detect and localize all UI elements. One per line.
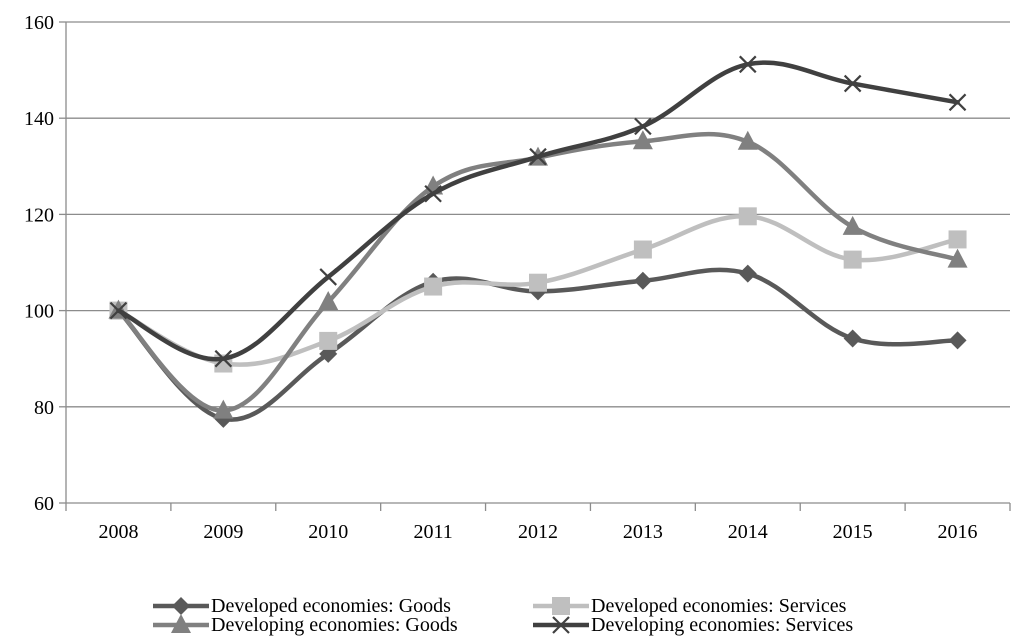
x-tick-label: 2008 xyxy=(98,521,138,543)
y-tick-label: 160 xyxy=(24,12,54,34)
data-point xyxy=(843,250,862,269)
data-point xyxy=(634,117,652,136)
legend-item-developing-economies-goods: Developing economies: Goods xyxy=(153,614,458,636)
legend-label: Developing economies: Goods xyxy=(211,614,458,636)
x-tick-label: 2015 xyxy=(833,521,873,543)
axes: 60 80 100 120 140 160 2008 2009 2010 2011 2012 2013… xyxy=(24,12,1011,543)
gridlines xyxy=(66,21,1010,408)
data-point xyxy=(319,268,337,286)
x-tick-label: 2012 xyxy=(518,521,558,543)
legend-item-developing-economies-services: Developing economies: Services xyxy=(533,614,853,636)
data-point xyxy=(632,130,653,150)
data-point xyxy=(738,264,757,283)
legend-marker xyxy=(552,616,570,634)
y-tick-label: 120 xyxy=(24,204,54,226)
data-point xyxy=(424,184,442,203)
data-point xyxy=(843,74,862,93)
data-point xyxy=(948,331,967,350)
data-point xyxy=(843,329,862,348)
series-developed-economies-services xyxy=(109,207,967,373)
y-tick-label: 80 xyxy=(34,397,54,419)
series-lines xyxy=(108,55,968,428)
x-tick-label: 2013 xyxy=(623,521,663,543)
legend-item-developed-economies-services: Developed economies: Services xyxy=(533,595,847,617)
x-tick-label: 2010 xyxy=(308,521,348,543)
data-point xyxy=(842,215,863,235)
series-line xyxy=(116,131,960,413)
data-point xyxy=(948,93,967,112)
data-point xyxy=(529,273,547,292)
data-point xyxy=(529,147,547,166)
legend-label: Developed economies: Services xyxy=(591,595,847,617)
series-developing-economies-services xyxy=(109,55,967,368)
data-point xyxy=(214,349,233,368)
legend: Developed economies: Goods Developed econ… xyxy=(153,595,853,636)
data-point xyxy=(739,55,757,74)
legend-marker xyxy=(172,597,190,615)
x-tick-label: 2009 xyxy=(203,521,243,543)
data-point xyxy=(109,301,128,320)
data-point xyxy=(319,331,338,350)
data-point xyxy=(948,230,967,249)
data-point xyxy=(738,207,757,226)
data-point xyxy=(318,290,339,310)
legend-marker xyxy=(552,597,570,615)
y-tick-label: 60 xyxy=(34,493,54,515)
x-tick-label: 2011 xyxy=(413,521,452,543)
legend-label: Developed economies: Goods xyxy=(211,595,451,617)
data-point xyxy=(947,248,968,268)
legend-item-developed-economies-goods: Developed economies: Goods xyxy=(153,595,451,617)
legend-marker xyxy=(171,614,191,633)
y-tick-label: 140 xyxy=(24,108,54,130)
y-tick-label: 100 xyxy=(24,301,54,323)
data-point xyxy=(633,271,652,290)
legend-label: Developing economies: Services xyxy=(591,614,853,636)
x-tick-label: 2016 xyxy=(938,521,978,543)
data-point xyxy=(633,240,652,259)
data-point xyxy=(213,399,234,419)
data-point xyxy=(737,130,758,150)
data-point xyxy=(424,277,443,296)
x-tick-label: 2014 xyxy=(728,521,768,543)
